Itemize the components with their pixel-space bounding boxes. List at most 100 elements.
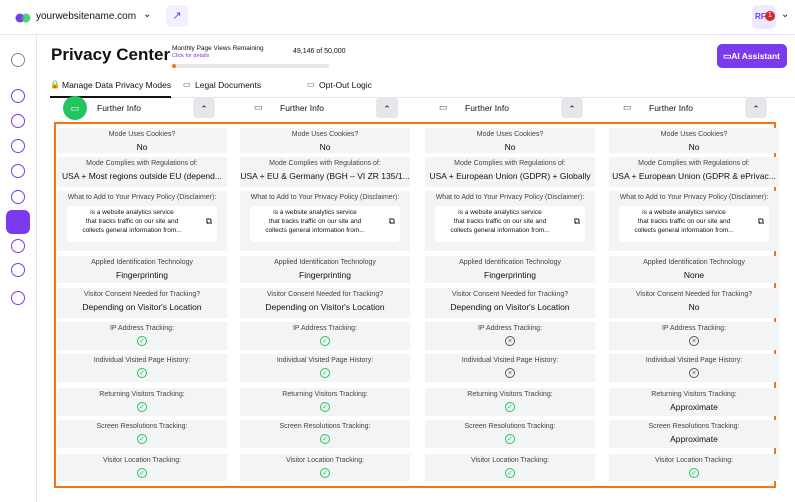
info-row: Applied Identification Technology Fingerp… [57,256,227,283]
tab-icon: ▭ [307,80,315,89]
info-row: What to Add to Your Privacy Policy (Disc… [425,191,595,251]
row-label: Applied Identification Technology [91,259,193,266]
copy-button[interactable]: ⧉ [757,216,764,226]
row-value: USA + Most regions outside EU (depend... [62,171,222,181]
row-value: No [136,142,148,152]
check-icon: ✓ [505,468,515,478]
disclaimer-line: collects general information from... [634,227,734,234]
nav-icon[interactable] [11,89,25,103]
tab[interactable]: ▭ Legal Documents [183,80,261,98]
info-row: Returning Visitors Tracking: ✓ [425,388,595,416]
avatar-box[interactable]: RF 1 [752,5,776,29]
copy-button[interactable]: ⧉ [205,216,212,226]
row-value: USA + European Union (GDPR) + Globally [429,171,591,181]
nav-icon[interactable] [11,239,25,253]
row-label: Individual Visited Page History: [645,357,743,364]
copy-button[interactable]: ⧉ [573,216,580,226]
row-label: Mode Complies with Regulations of: [454,160,566,167]
nav-icon[interactable] [6,210,30,234]
row-label: Mode Complies with Regulations of: [86,160,198,167]
avatar: RF [755,12,766,21]
collapse-button[interactable]: ⌃ [193,98,215,118]
check-icon: ✓ [137,434,147,444]
tab-label: Manage Data Privacy Modes [62,80,172,90]
mode-column: ▭ Further Info ⌃ Mode Uses Cookies? No Mode C… [423,96,597,486]
tabs: 🔒 Manage Data Privacy Modes ▭ Legal Documen… [50,80,795,98]
info-row: Mode Uses Cookies? No [57,128,227,153]
row-label: Mode Uses Cookies? [660,131,728,138]
cross-icon: × [505,336,515,346]
nav-icon[interactable] [11,53,25,67]
row-value: USA + European Union (GDPR & ePrivac... [612,171,776,181]
ai-assistant-label: AI Assistant [731,51,780,61]
avatar-dropdown[interactable]: ⌄ [781,9,790,20]
disclaimer-line: collects general information from... [82,227,182,234]
nav-icon[interactable] [11,164,25,178]
row-label: Individual Visited Page History: [461,357,559,364]
disclaimer-line: is a website analytics service [642,209,726,216]
views-link[interactable]: Click for details [172,53,210,59]
row-label: What to Add to Your Privacy Policy (Disc… [619,194,769,201]
ai-assistant-button[interactable]: ▭ AI Assistant [717,44,787,68]
column-header: ▭ Further Info ⌃ [55,96,229,120]
row-label: Applied Identification Technology [643,259,745,266]
column-header-label: Further Info [649,103,693,113]
row-value: Fingerprinting [116,270,168,280]
row-label: IP Address Tracking: [477,325,543,332]
collapse-button[interactable]: ⌃ [376,98,398,118]
info-row: Returning Visitors Tracking: ✓ [57,388,227,416]
nav-icon[interactable] [11,263,25,277]
disclaimer-box: is a website analytics service that track… [67,206,217,242]
info-row: IP Address Tracking: ✓ [240,322,410,350]
info-row: What to Add to Your Privacy Policy (Disc… [57,191,227,251]
row-label: Visitor Consent Needed for Tracking? [266,291,384,298]
disclaimer-line: is a website analytics service [273,209,357,216]
row-value: No [504,142,516,152]
top-bar: yourwebsitename.com ⌄ ↗ RF 1 ⌄ [0,0,795,35]
tab-icon: ▭ [183,80,191,89]
tab-label: Opt-Out Logic [319,80,372,90]
row-label: Screen Resolutions Tracking: [279,423,371,430]
tab[interactable]: 🔒 Manage Data Privacy Modes [50,80,172,98]
nav-icon[interactable] [11,291,25,305]
info-row: IP Address Tracking: × [609,322,779,350]
nav-icon[interactable] [11,114,25,128]
info-row: IP Address Tracking: × [425,322,595,350]
row-label: Visitor Location Tracking: [285,457,365,464]
site-dropdown[interactable]: ⌄ [143,9,152,20]
cross-icon: × [505,368,515,378]
row-label: IP Address Tracking: [661,325,727,332]
views-bar [172,64,329,68]
info-row: Visitor Consent Needed for Tracking? Depe… [425,288,595,318]
row-label: Visitor Consent Needed for Tracking? [451,291,569,298]
row-label: Individual Visited Page History: [276,357,374,364]
page-title: Privacy Center [51,45,171,64]
info-row: Individual Visited Page History: × [609,354,779,382]
row-label: Returning Visitors Tracking: [651,391,737,398]
row-label: Screen Resolutions Tracking: [96,423,188,430]
info-row: Visitor Consent Needed for Tracking? No [609,288,779,318]
nav-icon[interactable] [11,190,25,204]
info-row: Screen Resolutions Tracking: ✓ [425,420,595,448]
row-label: Individual Visited Page History: [93,357,191,364]
site-name[interactable]: yourwebsitename.com [36,11,137,22]
column-header: ▭ Further Info ⌃ [238,96,412,120]
disclaimer-line: collects general information from... [265,227,365,234]
open-link[interactable]: ↗ [166,5,188,27]
row-label: What to Add to Your Privacy Policy (Disc… [67,194,217,201]
check-icon: ✓ [320,368,330,378]
info-row: Mode Complies with Regulations of: USA + … [425,157,595,187]
row-value: USA + EU & Germany (BGH – VI ZR 135/1... [240,171,410,181]
tab[interactable]: ▭ Opt-Out Logic [307,80,372,98]
row-label: Visitor Consent Needed for Tracking? [83,291,201,298]
row-label: Mode Uses Cookies? [476,131,544,138]
nav-icon[interactable] [11,139,25,153]
collapse-button[interactable]: ⌃ [745,98,767,118]
row-label: Returning Visitors Tracking: [467,391,553,398]
copy-button[interactable]: ⧉ [388,216,395,226]
collapse-button[interactable]: ⌃ [561,98,583,118]
info-row: Visitor Consent Needed for Tracking? Depe… [57,288,227,318]
disclaimer-line: that tracks traffic on our site and [453,218,547,225]
info-row: Individual Visited Page History: ✓ [57,354,227,382]
mode-column: ▭ Further Info ⌃ Mode Uses Cookies? No Mode C… [238,96,412,486]
